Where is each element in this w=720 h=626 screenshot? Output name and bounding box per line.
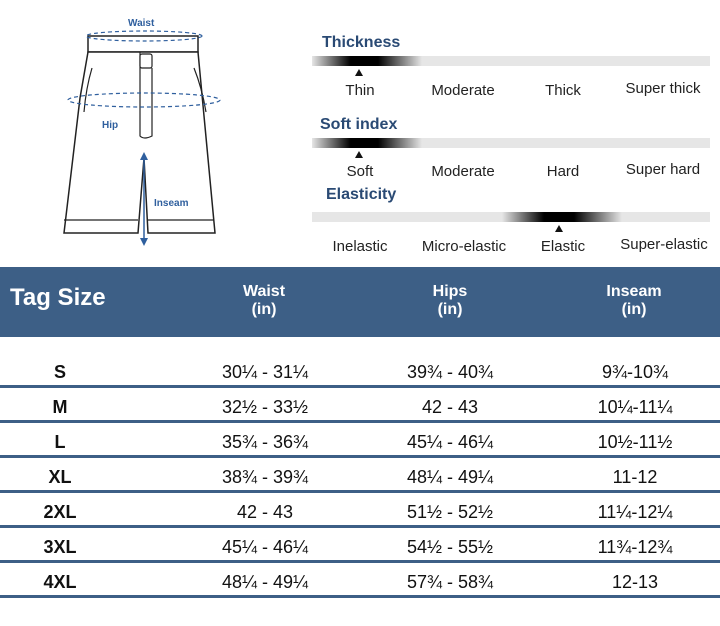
size-table-header	[0, 267, 720, 337]
elasticity-title: Elasticity	[326, 186, 397, 203]
inseam-cell: 12-13	[611, 572, 659, 592]
soft-index-option-hard: Hard	[546, 163, 580, 180]
inseam-column-name: Inseam	[606, 283, 662, 300]
inseam-cell: 11¼-12¼	[597, 502, 673, 522]
table-row: S 30¼ - 31¼ 39¾ - 40¾ 9¾-10¾	[0, 354, 720, 388]
row-divider	[0, 595, 720, 598]
hips-cell: 54½ - 55½	[406, 537, 494, 557]
elasticity-option-micro-elastic: Micro-elastic	[421, 238, 507, 255]
table-row: 3XL 45¼ - 46¼ 54½ - 55½ 11¾-12¾	[0, 529, 720, 563]
hips-cell: 57¾ - 58¾	[406, 572, 494, 592]
thickness-option-thick: Thick	[545, 82, 581, 99]
waist-cell: 45¼ - 46¼	[221, 537, 309, 557]
waist-cell: 42 - 43	[236, 502, 294, 522]
thickness-option-moderate: Moderate	[431, 82, 495, 99]
waist-cell: 38¾ - 39¾	[221, 467, 309, 487]
thickness-option-thin: Thin	[345, 82, 375, 99]
size-cell: 4XL	[43, 572, 77, 592]
waist-column-name: Waist	[242, 283, 286, 300]
waist-column-unit: (in)	[251, 301, 277, 318]
table-row: 2XL 42 - 43 51½ - 52½ 11¼-12¼	[0, 494, 720, 528]
table-row: 4XL 48¼ - 49¼ 57¾ - 58¾ 12-13	[0, 564, 720, 598]
row-divider	[0, 490, 720, 493]
inseam-column-header: Inseam (in)	[574, 283, 694, 319]
size-cell: M	[52, 397, 68, 417]
size-cell: S	[53, 362, 66, 382]
waist-cell: 35¾ - 36¾	[221, 432, 309, 452]
hips-cell: 45¼ - 46¼	[406, 432, 494, 452]
elasticity-option-inelastic: Inelastic	[332, 238, 388, 255]
soft-index-option-super-hard: Super hard	[625, 161, 701, 178]
inseam-cell: 11¾-12¾	[597, 537, 673, 557]
waist-column-header: Waist (in)	[204, 283, 324, 319]
soft-index-title: Soft index	[320, 116, 398, 133]
hips-cell: 39¾ - 40¾	[406, 362, 494, 382]
elasticity-marker	[555, 225, 563, 232]
row-divider	[0, 525, 720, 528]
inseam-label: Inseam	[154, 198, 189, 209]
row-divider	[0, 560, 720, 563]
row-divider	[0, 420, 720, 423]
hips-column-name: Hips	[432, 283, 468, 300]
table-row: L 35¾ - 36¾ 45¼ - 46¼ 10½-11½	[0, 424, 720, 458]
hips-column-unit: (in)	[437, 301, 463, 318]
waist-cell: 32½ - 33½	[221, 397, 309, 417]
row-divider	[0, 455, 720, 458]
shorts-diagram: Waist Hip Inseam	[40, 8, 280, 253]
soft-index-bar	[312, 138, 710, 148]
thickness-option-super-thick: Super thick	[625, 80, 701, 97]
table-row: XL 38¾ - 39¾ 48¼ - 49¼ 11-12	[0, 459, 720, 493]
inseam-cell: 11-12	[612, 467, 658, 487]
elasticity-option-elastic: Elastic	[540, 238, 586, 255]
hips-column-header: Hips (in)	[390, 283, 510, 319]
shorts-drawing	[63, 30, 221, 246]
soft-index-option-soft: Soft	[346, 163, 374, 180]
inseam-cell: 10½-11½	[597, 432, 673, 452]
thickness-title: Thickness	[322, 34, 401, 51]
elasticity-bar	[312, 212, 710, 222]
hips-cell: 42 - 43	[421, 397, 479, 417]
waist-cell: 30¼ - 31¼	[221, 362, 309, 382]
waist-cell: 48¼ - 49¼	[221, 572, 309, 592]
hips-cell: 51½ - 52½	[406, 502, 494, 522]
elasticity-option-super-elastic: Super-elastic	[620, 236, 708, 253]
thickness-bar	[312, 56, 710, 66]
inseam-cell: 9¾-10¾	[601, 362, 669, 382]
size-cell: 3XL	[43, 537, 77, 557]
inseam-cell: 10¼-11¼	[597, 397, 673, 417]
size-cell: XL	[48, 467, 72, 487]
hips-cell: 48¼ - 49¼	[406, 467, 494, 487]
tag-size-header: Tag Size	[10, 284, 106, 311]
table-row: M 32½ - 33½ 42 - 43 10¼-11¼	[0, 389, 720, 423]
size-cell: L	[54, 432, 66, 452]
inseam-column-unit: (in)	[621, 301, 647, 318]
soft-index-marker	[355, 151, 363, 158]
waist-label: Waist	[128, 18, 155, 29]
soft-index-option-moderate: Moderate	[431, 163, 495, 180]
thickness-marker	[355, 69, 363, 76]
row-divider	[0, 385, 720, 388]
size-cell: 2XL	[43, 502, 77, 522]
hip-label: Hip	[102, 120, 119, 131]
